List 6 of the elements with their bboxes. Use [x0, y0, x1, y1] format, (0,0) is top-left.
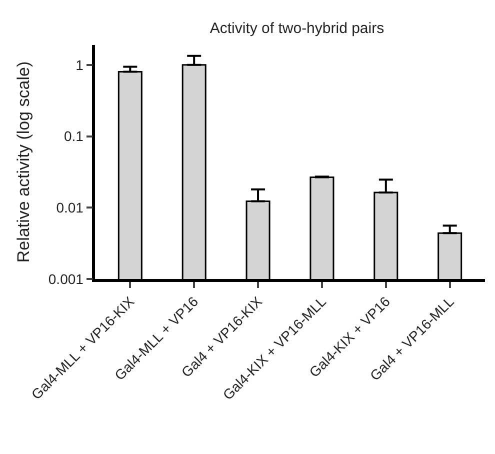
y-tick-label: 0.1 [64, 128, 84, 144]
chart-title: Activity of two-hybrid pairs [210, 20, 384, 38]
y-tick-label: 1 [76, 56, 84, 73]
y-tick-label: 0.01 [56, 200, 84, 216]
y-tick-label: 0.001 [48, 270, 84, 287]
y-axis-title: Relative activity (log scale) [14, 61, 33, 263]
